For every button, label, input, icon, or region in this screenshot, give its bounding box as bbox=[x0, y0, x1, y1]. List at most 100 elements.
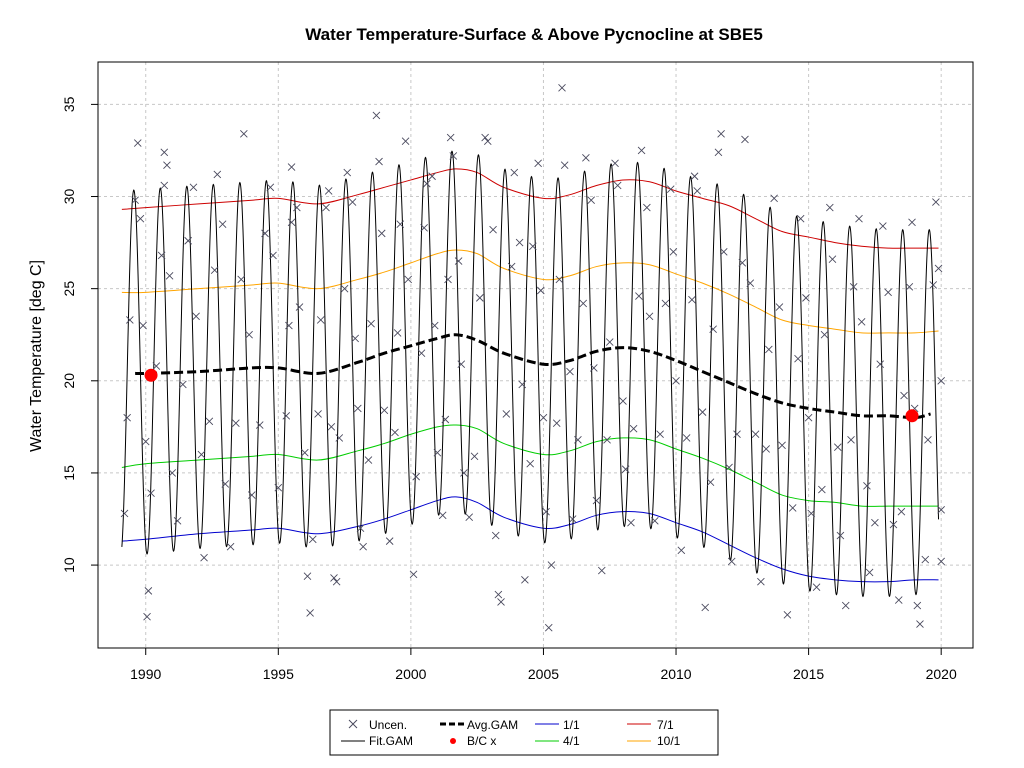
legend-label-4-1: 4/1 bbox=[563, 734, 580, 748]
uncensored-point bbox=[579, 299, 588, 308]
uncensored-point bbox=[157, 251, 166, 260]
uncensored-point bbox=[876, 360, 885, 369]
uncensored-point bbox=[356, 524, 365, 533]
bc-point bbox=[144, 368, 158, 382]
uncensored-point bbox=[200, 553, 208, 562]
uncensored-point bbox=[165, 271, 174, 280]
uncensored-point bbox=[404, 275, 413, 284]
uncensored-point bbox=[457, 360, 466, 369]
uncensored-point bbox=[364, 456, 373, 464]
chart-title: Water Temperature-Surface & Above Pycnoc… bbox=[305, 25, 763, 44]
uncensored-point bbox=[818, 485, 826, 494]
uncensored-point bbox=[757, 577, 765, 586]
uncensored-point bbox=[444, 275, 452, 284]
uncensored-point bbox=[534, 159, 542, 168]
uncensored-point bbox=[746, 279, 755, 287]
uncensored-point bbox=[855, 214, 863, 223]
uncensored-point bbox=[762, 445, 771, 453]
uncensored-point bbox=[173, 517, 182, 525]
uncensored-point bbox=[255, 421, 264, 429]
x-tick-label: 1990 bbox=[130, 666, 161, 682]
uncensored-point bbox=[894, 596, 903, 604]
uncensored-point bbox=[454, 257, 463, 265]
uncensored-point bbox=[380, 406, 389, 415]
uncensored-point bbox=[343, 168, 352, 177]
legend-label-7-1: 7/1 bbox=[657, 718, 674, 732]
uncensored-point bbox=[518, 380, 527, 389]
uncensored-point bbox=[555, 275, 564, 284]
axes: 1990 1995 2000 2005 2010 2015 2020 10 15 20 25 30 35 bbox=[61, 96, 957, 682]
legend-label-uncen: Uncen. bbox=[369, 718, 407, 732]
uncensored-point bbox=[441, 415, 450, 424]
uncensored-point bbox=[536, 286, 545, 295]
uncensored-point bbox=[526, 459, 535, 468]
legend-label-fit-gam: Fit.GAM bbox=[369, 734, 413, 748]
uncensored-point bbox=[592, 496, 601, 505]
uncensored-point bbox=[348, 198, 357, 206]
uncensored-point bbox=[163, 161, 171, 170]
bc-point bbox=[905, 409, 919, 423]
uncensored-point bbox=[491, 531, 500, 540]
legend-label-10-1: 10/1 bbox=[657, 734, 681, 748]
y-tick-label: 10 bbox=[61, 557, 77, 573]
y-axis-label: Water Temperature [deg C] bbox=[28, 260, 45, 452]
uncensored-point bbox=[916, 620, 924, 628]
uncensored-point bbox=[247, 491, 256, 499]
uncensored-point bbox=[412, 472, 421, 481]
legend-item-7-1: 7/1 bbox=[627, 718, 674, 732]
uncensored-point bbox=[635, 292, 643, 300]
uncensored-point bbox=[210, 266, 219, 275]
uncensored-point bbox=[218, 220, 227, 228]
uncensored-point bbox=[470, 452, 479, 461]
uncensored-point bbox=[515, 238, 524, 247]
uncensored-point bbox=[611, 159, 619, 168]
uncensored-point bbox=[688, 295, 696, 304]
uncensored-point bbox=[287, 218, 296, 227]
uncensored-point bbox=[420, 224, 428, 232]
uncensored-point bbox=[908, 218, 916, 227]
uncensored-point bbox=[701, 603, 710, 612]
uncensored-point bbox=[825, 203, 834, 212]
uncensored-point bbox=[865, 568, 874, 577]
uncensored-point bbox=[605, 338, 614, 346]
uncensored-point bbox=[796, 214, 805, 223]
y-tick-label: 25 bbox=[61, 281, 77, 297]
uncensored-point bbox=[783, 611, 792, 619]
uncensored-point bbox=[566, 367, 574, 376]
uncensored-point bbox=[568, 515, 577, 523]
uncensored-point bbox=[719, 247, 728, 256]
uncensored-point bbox=[316, 316, 325, 324]
uncensored-point bbox=[879, 222, 887, 230]
uncensored-point bbox=[812, 583, 821, 592]
uncensored-point bbox=[650, 517, 659, 525]
uncensored-point bbox=[656, 430, 664, 439]
series-line-10-1 bbox=[121, 249, 939, 334]
series-line-4-1 bbox=[121, 424, 939, 507]
uncensored-point bbox=[637, 146, 646, 155]
uncensored-point bbox=[552, 419, 561, 428]
uncensored-point bbox=[897, 507, 906, 516]
uncensored-point bbox=[481, 133, 489, 142]
uncensored-point bbox=[849, 282, 858, 291]
legend-x-marker-icon bbox=[348, 719, 358, 729]
legend-label-bc: B/C x bbox=[467, 734, 496, 748]
uncensored-point bbox=[245, 330, 253, 339]
x-tick-label: 2010 bbox=[660, 666, 691, 682]
uncensored-point bbox=[698, 408, 707, 416]
fit-gam-curve bbox=[121, 150, 940, 598]
uncensored-point bbox=[871, 518, 879, 527]
uncensored-point bbox=[232, 419, 240, 428]
uncensored-point bbox=[409, 570, 418, 579]
uncensored-point bbox=[741, 135, 749, 144]
uncensored-point bbox=[168, 469, 177, 477]
series-line-7-1 bbox=[121, 168, 939, 249]
uncensored-point bbox=[794, 354, 802, 363]
legend-item-fit-gam: Fit.GAM bbox=[341, 734, 413, 748]
uncensored-point bbox=[147, 489, 155, 498]
uncensored-point bbox=[905, 282, 914, 291]
uncensored-point bbox=[351, 334, 360, 343]
uncensored-point bbox=[693, 187, 702, 195]
uncensored-point bbox=[322, 203, 330, 212]
uncensored-point bbox=[300, 448, 309, 457]
